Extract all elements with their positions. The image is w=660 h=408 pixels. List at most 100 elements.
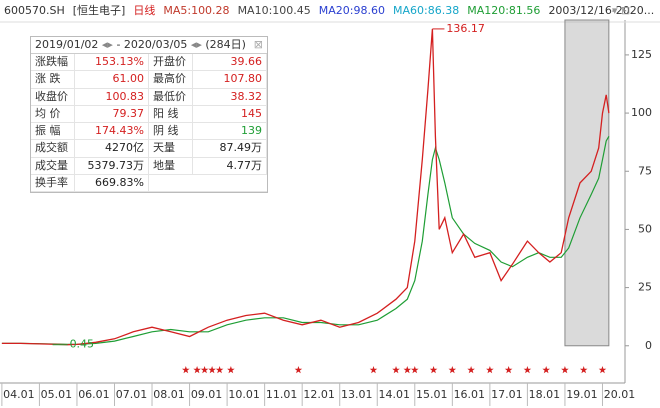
range-end: 2020/03/05 [123, 38, 188, 51]
signal-star [429, 366, 438, 374]
range-days: (284日) [205, 38, 246, 51]
header-icons: ▾ ⊡ [612, 4, 630, 17]
range-start: 2019/01/02 [35, 38, 99, 51]
stat-value: 61.00 [75, 71, 149, 88]
signal-star [598, 366, 607, 374]
stat-value: 87.49万 [193, 140, 267, 157]
range-stats-table: 2019/01/02 ◂▸ - 2020/03/05 ◂▸ (284日) ⊠ 涨… [30, 36, 268, 194]
signal-star [182, 366, 190, 374]
signal-star [403, 366, 412, 374]
stat-value: 38.32 [193, 88, 267, 105]
stat-value: 4270亿 [75, 140, 149, 157]
stat-label: 换手率 [31, 175, 75, 192]
stat-label: 成交量 [31, 157, 75, 175]
header-item: 600570.SH [4, 4, 65, 17]
y-tick-label: 0 [645, 339, 652, 352]
stat-value: 153.13% [75, 54, 149, 71]
x-tick-label: 07.01 [116, 388, 148, 401]
signal-star [215, 366, 224, 374]
signal-star [411, 366, 419, 374]
stats-row: 收盘价 100.83 最低价 38.32 [31, 88, 267, 106]
header-item: MA120:81.56 [467, 4, 540, 17]
x-tick-label: 17.01 [491, 388, 523, 401]
stat-label: 最高价 [149, 71, 193, 88]
y-tick-label: 25 [638, 281, 652, 294]
x-tick-label: 19.01 [566, 388, 598, 401]
x-tick-label: 11.01 [266, 388, 298, 401]
stat-value: 100.83 [75, 88, 149, 105]
stats-row: 换手率 669.83% [31, 175, 267, 193]
signal-star [486, 366, 494, 374]
x-tick-label: 08.01 [153, 388, 185, 401]
stat-value: 139 [193, 123, 267, 140]
stat-value: 5379.73万 [75, 157, 149, 175]
signal-star [392, 366, 400, 374]
stats-row: 均 价 79.37 阳 线 145 [31, 105, 267, 124]
signal-star [579, 366, 588, 374]
y-tick-label: 100 [631, 106, 652, 119]
signal-star [504, 366, 513, 374]
signal-star [208, 366, 216, 374]
stat-value: 145 [193, 105, 267, 123]
header-item: MA60:86.38 [393, 4, 459, 17]
stat-label: 地量 [149, 157, 193, 175]
x-tick-label: 18.01 [529, 388, 561, 401]
signal-star [193, 366, 201, 374]
stat-value: 39.66 [193, 54, 267, 71]
x-tick-label: 10.01 [228, 388, 260, 401]
signal-star [467, 366, 475, 374]
stats-row: 成交量 5379.73万 地量 4.77万 [31, 157, 267, 176]
header-item: MA10:100.45 [238, 4, 311, 17]
peak-label: 136.17 [446, 22, 485, 35]
signal-star [200, 366, 209, 374]
stat-label: 阳 线 [149, 105, 193, 123]
stat-label: 开盘价 [149, 54, 193, 71]
stat-label: 成交额 [31, 140, 75, 157]
y-tick-label: 75 [638, 164, 652, 177]
signal-star [561, 366, 569, 374]
range-header: 2019/01/02 ◂▸ - 2020/03/05 ◂▸ (284日) ⊠ [31, 37, 267, 54]
ma-line [1, 136, 610, 345]
stat-value: 79.37 [75, 105, 149, 123]
stat-value: 107.80 [193, 71, 267, 88]
y-tick-label: 50 [638, 222, 652, 235]
x-tick-label: 20.01 [604, 388, 636, 401]
header-item: MA5:100.28 [163, 4, 229, 17]
x-tick-label: 06.01 [78, 388, 110, 401]
x-tick-label: 16.01 [454, 388, 486, 401]
stat-label: 收盘价 [31, 88, 75, 105]
selection-range [564, 19, 610, 347]
x-tick-label: 04.01 [3, 388, 35, 401]
signal-star [542, 366, 550, 374]
stat-label: 阴 线 [149, 123, 193, 140]
stat-label: 涨跌幅 [31, 54, 75, 71]
stat-label: 最低价 [149, 88, 193, 105]
header-item: [恒生电子] [73, 3, 126, 17]
low-label: 0.45 [70, 338, 95, 351]
header-item: 2003/12/16-2020... [548, 4, 654, 17]
header-item: 日线 [133, 3, 155, 17]
signal-star [448, 366, 457, 374]
x-tick-label: 12.01 [303, 388, 335, 401]
signal-star [523, 366, 532, 374]
x-tick-label: 09.01 [191, 388, 223, 401]
stats-row: 振 幅 174.43% 阴 线 139 [31, 123, 267, 141]
stat-value: 669.83% [75, 175, 149, 192]
stat-value: 174.43% [75, 123, 149, 140]
signal-star [227, 366, 235, 374]
price-line [1, 28, 610, 346]
header-item: MA20:98.60 [319, 4, 385, 17]
signal-star [294, 366, 303, 374]
stats-row: 涨 跌 61.00 最高价 107.80 [31, 71, 267, 89]
stat-label: 天量 [149, 140, 193, 157]
stat-label: 均 价 [31, 105, 75, 123]
stats-row: 成交额 4270亿 天量 87.49万 [31, 140, 267, 158]
x-tick-label: 15.01 [416, 388, 448, 401]
x-tick-label: 13.01 [341, 388, 373, 401]
x-tick-label: 05.01 [41, 388, 73, 401]
stat-label: 振 幅 [31, 123, 75, 140]
signal-star [369, 366, 378, 374]
x-tick-label: 14.01 [379, 388, 411, 401]
stat-label: 涨 跌 [31, 71, 75, 88]
